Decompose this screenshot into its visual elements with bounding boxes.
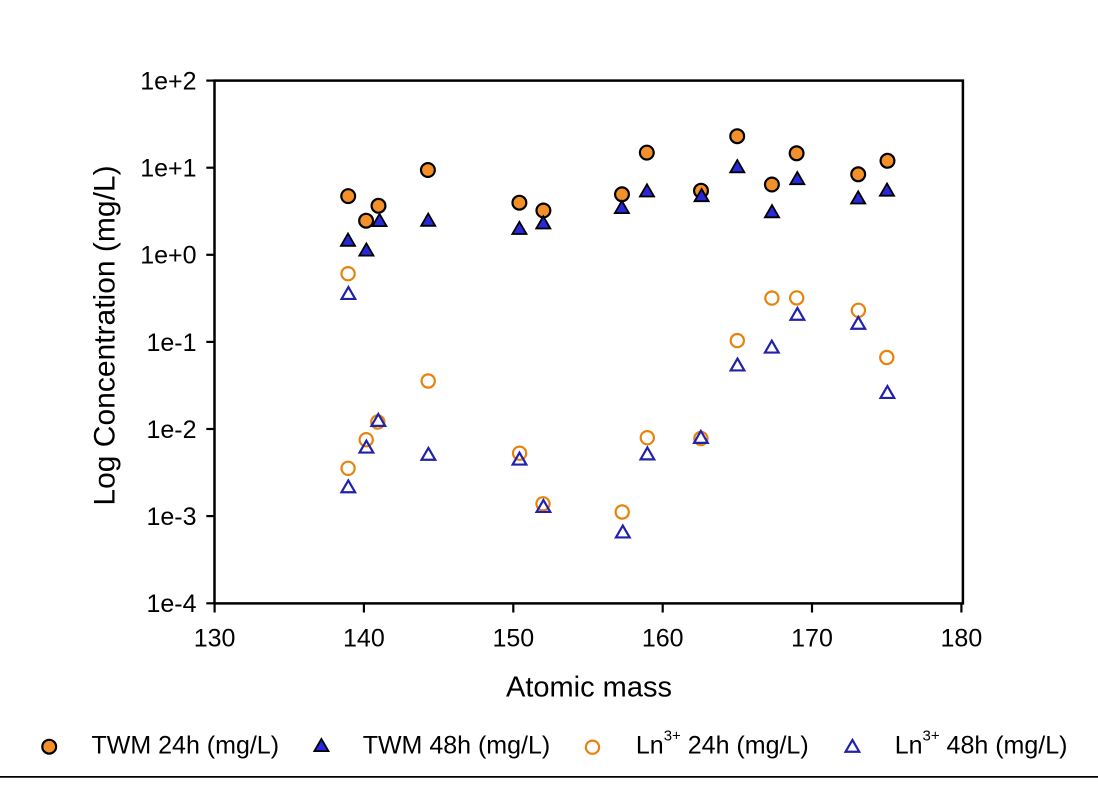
svg-text:1e+0: 1e+0 <box>140 242 196 270</box>
svg-text:1e-4: 1e-4 <box>146 590 196 618</box>
svg-text:Ln3+ 24h (mg/L): Ln3+ 24h (mg/L) <box>636 728 809 760</box>
svg-text:170: 170 <box>791 625 833 653</box>
svg-text:TWM 48h (mg/L): TWM 48h (mg/L) <box>363 731 551 759</box>
svg-text:140: 140 <box>343 625 385 653</box>
svg-text:180: 180 <box>941 625 983 653</box>
svg-text:TWM 24h (mg/L): TWM 24h (mg/L) <box>92 731 280 759</box>
svg-text:Atomic mass: Atomic mass <box>506 672 672 704</box>
svg-text:1e-3: 1e-3 <box>146 503 196 531</box>
svg-text:1e-2: 1e-2 <box>146 416 196 444</box>
svg-text:Log Concentration (mg/L): Log Concentration (mg/L) <box>88 165 121 505</box>
svg-text:160: 160 <box>642 625 684 653</box>
svg-text:1e-1: 1e-1 <box>146 329 196 357</box>
svg-text:Ln3+ 48h (mg/L): Ln3+ 48h (mg/L) <box>895 728 1068 760</box>
svg-text:130: 130 <box>194 625 236 653</box>
svg-text:1e+2: 1e+2 <box>140 68 196 96</box>
svg-text:1e+1: 1e+1 <box>140 155 196 183</box>
svg-text:150: 150 <box>492 625 534 653</box>
